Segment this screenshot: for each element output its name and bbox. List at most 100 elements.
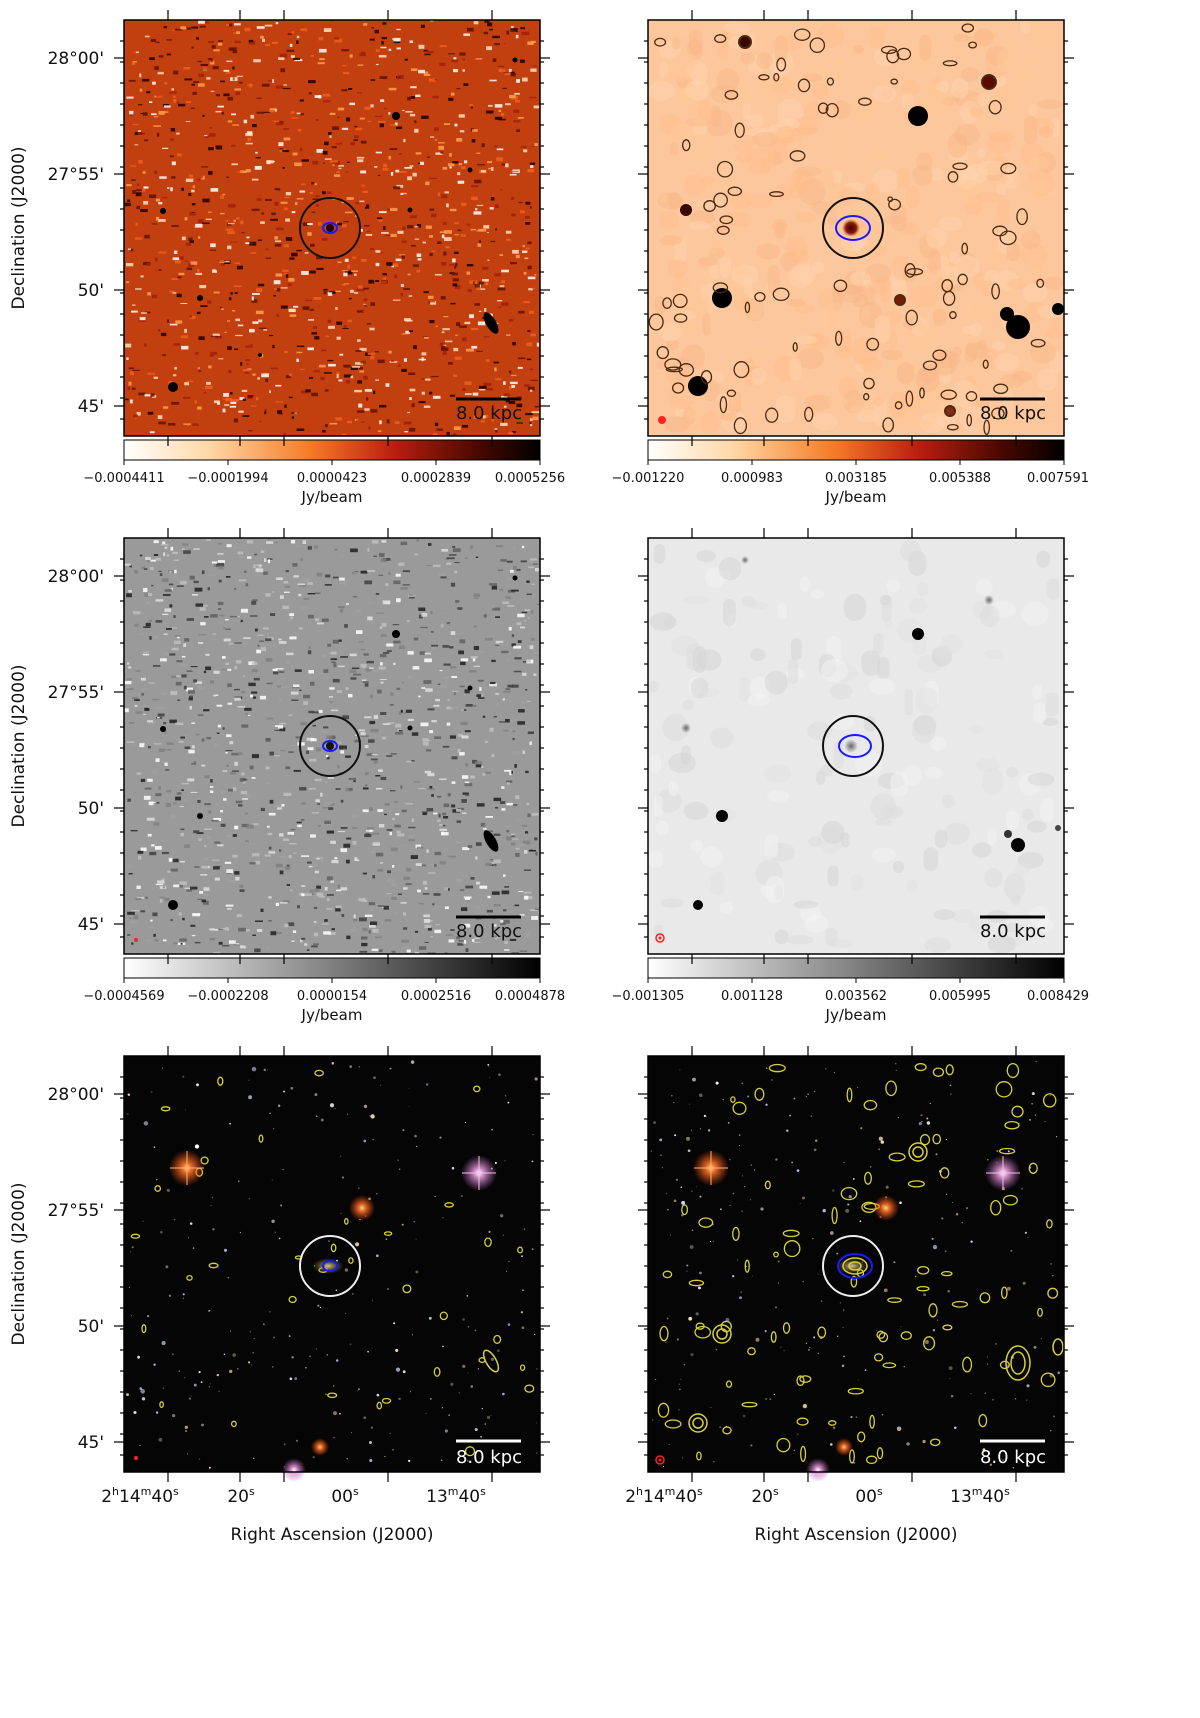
colorbar-tick-label: 0.0005256 [495, 471, 565, 486]
aperture-circle [822, 1235, 884, 1297]
panel-top-left: 8.0 kpc [123, 19, 541, 437]
dec-tick-label: 27°55' [48, 1201, 104, 1221]
star-field [126, 1060, 538, 1469]
ra-tick-label: 2h14m40s [625, 1485, 703, 1507]
colorbar-gradient [123, 439, 541, 461]
scalebar-label: 8.0 kpc [980, 1447, 1046, 1468]
dec-tick-label: 28°00' [48, 567, 104, 587]
panel-frame [123, 1055, 541, 1473]
colorbar-unit-label: Jy/beam [825, 1006, 887, 1024]
panel-frame [647, 1055, 1065, 1473]
dec-tick-label: 45' [78, 397, 104, 417]
scalebar-label: 8.0 kpc [456, 403, 522, 424]
dec-axis-label: Declination (J2000) [9, 146, 29, 309]
contour-lines [657, 1062, 1059, 1465]
colorbar-tick-label: 0.0002516 [401, 989, 471, 1004]
compact-sources [160, 57, 518, 392]
colorbar-tick-label: −0.0001994 [187, 471, 268, 486]
dec-tick-label: 28°00' [48, 1085, 104, 1105]
aperture-circle [299, 1235, 361, 1297]
ra-tick-label: 00s [331, 1485, 359, 1507]
panel-frame [647, 537, 1065, 955]
panel-mid-left: 8.0 kpc [123, 537, 541, 955]
dec-axis-label: Declination (J2000) [9, 664, 29, 827]
bright-stars [169, 1150, 500, 1482]
colorbar-tick-label: 0.005388 [929, 471, 991, 486]
colorbar-tick-label: −0.001220 [612, 471, 685, 486]
noise-texture [124, 538, 540, 954]
ra-axis-label: Right Ascension (J2000) [755, 1525, 958, 1545]
aperture-circle [822, 197, 884, 259]
source-ellipse [322, 222, 338, 234]
dec-tick-label: 27°55' [48, 683, 104, 703]
ra-tick-label: 00s [855, 1485, 883, 1507]
aperture-circle [822, 715, 884, 777]
colorbar-gradient [647, 439, 1065, 461]
colorbar-mid-right: −0.001305 0.001128 0.003562 0.005995 0.0… [612, 957, 1089, 1024]
source-ellipse [835, 215, 871, 241]
colorbar-unit-label: Jy/beam [301, 1006, 363, 1024]
panel-mid-right: 8.0 kpc [647, 537, 1065, 955]
noise-texture [124, 20, 540, 436]
panel-frame [123, 537, 541, 955]
colorbar-unit-label: Jy/beam [825, 488, 887, 506]
colorbar-tick-label: 0.003562 [825, 989, 887, 1004]
ra-labels-right: 2h14m40s 20s 00s 13m40s Right Ascension … [625, 1485, 1010, 1545]
radio-sources [681, 556, 1061, 910]
colorbar-tick-label: −0.0002208 [187, 989, 268, 1004]
panel-frame [647, 19, 1065, 437]
panel-bottom-right: 8.0 kpc [647, 1055, 1065, 1482]
ra-tick-label: 2h14m40s [101, 1485, 179, 1507]
aperture-circle [299, 197, 361, 259]
colorbar-tick-label: −0.0004569 [83, 989, 164, 1004]
dec-tick-label: 50' [78, 1317, 104, 1337]
ra-axis-label: Right Ascension (J2000) [231, 1525, 434, 1545]
noise-texture [648, 540, 1060, 954]
source-ellipse [322, 1260, 338, 1272]
colorbar-tick-label: 0.007591 [1027, 471, 1089, 486]
colorbar-tick-label: 0.001128 [721, 989, 783, 1004]
dec-labels-mid: 28°00' 27°55' 50' 45' Declination (J2000… [9, 567, 104, 935]
beam-marker [655, 933, 665, 943]
contour-lines [648, 23, 1046, 436]
colorbar-unit-label: Jy/beam [301, 488, 363, 506]
colorbar-gradient [647, 957, 1065, 979]
bright-stars [688, 1142, 1064, 1482]
colorbar-mid-left: −0.0004569 −0.0002208 0.0000154 0.000251… [83, 957, 565, 1024]
colorbar-tick-label: 0.003185 [825, 471, 887, 486]
dec-tick-label: 45' [78, 1433, 104, 1453]
ra-labels-left: 2h14m40s 20s 00s 13m40s Right Ascension … [101, 1485, 486, 1545]
colorbar-tick-label: −0.0004411 [83, 471, 164, 486]
panel-bottom-left: 8.0 kpc [123, 1055, 541, 1482]
beam-marker [658, 416, 666, 424]
colorbar-gradient [123, 957, 541, 979]
beam-marker [134, 1456, 138, 1460]
dec-labels-bottom: 28°00' 27°55' 50' 45' Declination (J2000… [9, 1085, 104, 1453]
dec-tick-label: 28°00' [48, 49, 104, 69]
colorbar-top-right: −0.001220 0.000983 0.003185 0.005388 0.0… [612, 439, 1089, 506]
colorbar-tick-label: −0.001305 [612, 989, 685, 1004]
dec-axis-label: Declination (J2000) [9, 1182, 29, 1345]
beam-marker [655, 1455, 665, 1465]
colorbar-tick-label: 0.0004878 [495, 989, 565, 1004]
ra-tick-label: 20s [751, 1485, 779, 1507]
colorbar-tick-label: 0.0002839 [401, 471, 471, 486]
frame-ticks [114, 10, 1074, 1482]
dec-tick-label: 45' [78, 915, 104, 935]
ra-tick-label: 13m40s [950, 1485, 1010, 1507]
dec-tick-label: 27°55' [48, 165, 104, 185]
aperture-circle [299, 715, 361, 777]
dec-labels-top: 28°00' 27°55' 50' 45' Declination (J2000… [9, 49, 104, 417]
scalebar-label: 8.0 kpc [456, 921, 522, 942]
colorbar-top-left: −0.0004411 −0.0001994 0.0000423 0.000283… [83, 439, 565, 506]
scalebar-label: 8.0 kpc [980, 921, 1046, 942]
scalebar-label: 8.0 kpc [980, 403, 1046, 424]
ra-tick-label: 13m40s [426, 1485, 486, 1507]
radio-sources [680, 35, 1064, 417]
panel-top-right: 8.0 kpc [647, 19, 1065, 437]
source-ellipse [838, 734, 872, 758]
source-ellipse [837, 1253, 873, 1279]
compact-sources [160, 575, 518, 910]
colorbar-tick-label: 0.000983 [721, 471, 783, 486]
